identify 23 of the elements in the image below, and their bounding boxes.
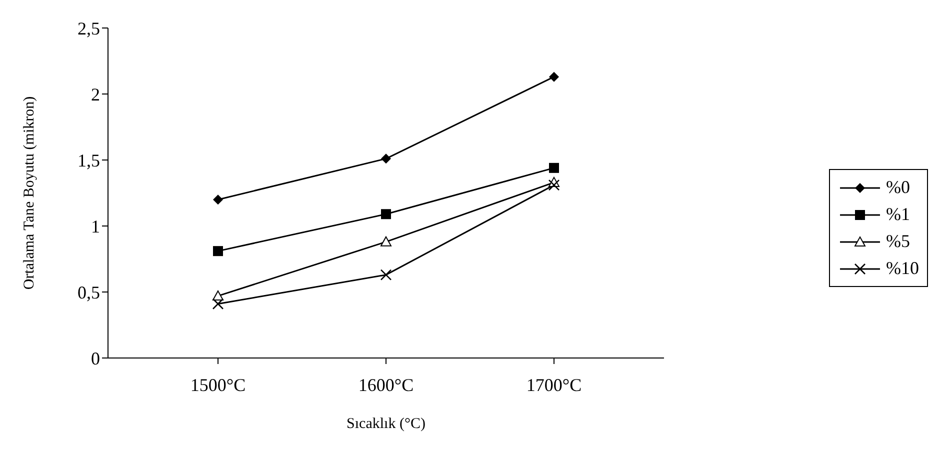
legend-label: %1 xyxy=(886,204,910,225)
y-tick-label: 2 xyxy=(91,84,100,104)
y-tick-label: 1,5 xyxy=(78,150,100,170)
point xyxy=(381,209,391,220)
x-tick-label: 1700°C xyxy=(526,374,582,395)
y-tick-label: 0,5 xyxy=(78,282,100,302)
point xyxy=(380,236,392,246)
y-tick-label: 2,5 xyxy=(78,18,100,38)
point xyxy=(381,154,391,164)
point xyxy=(213,194,223,205)
point xyxy=(549,162,559,173)
y-tick-label: 0 xyxy=(91,348,100,368)
legend-label: %10 xyxy=(886,258,919,279)
point xyxy=(213,246,223,256)
y-tick-label: 1 xyxy=(91,216,100,236)
x-tick-label: 1500°C xyxy=(190,374,246,395)
y-axis-title: Ortalama Tane Boyutu (mikron) xyxy=(21,96,38,290)
legend-label: %0 xyxy=(886,177,910,198)
x-axis-title: Sıcaklık (°C) xyxy=(346,416,426,432)
legend-label: %5 xyxy=(886,231,910,252)
point xyxy=(212,290,224,300)
point xyxy=(549,72,559,82)
x-tick-label: 1600°C xyxy=(358,374,414,395)
